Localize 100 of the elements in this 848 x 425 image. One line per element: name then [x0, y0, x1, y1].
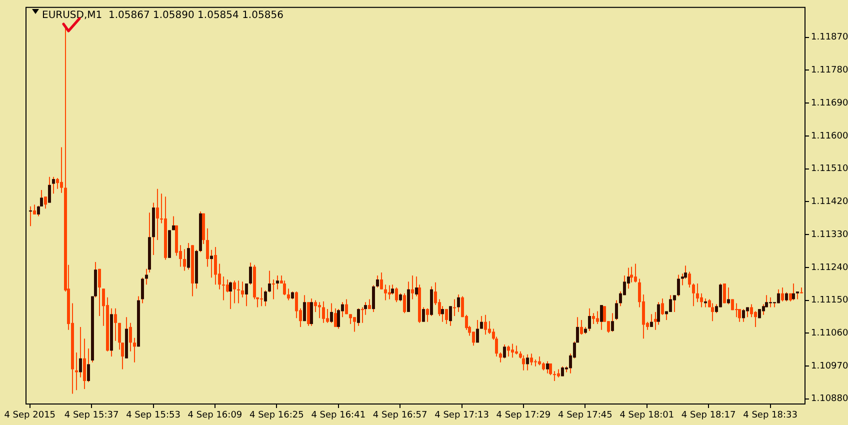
candlestick	[276, 274, 279, 290]
candlestick	[526, 354, 529, 371]
candlestick	[287, 288, 290, 301]
candlestick	[472, 331, 475, 346]
candlestick	[237, 280, 240, 304]
candlestick	[530, 353, 533, 366]
x-tick-label: 4 Sep 16:57	[372, 410, 428, 421]
candlestick	[229, 281, 232, 310]
candlestick	[711, 302, 714, 322]
candlestick	[60, 146, 63, 194]
candlestick	[411, 274, 414, 300]
candlestick	[295, 291, 298, 319]
candlestick	[314, 300, 317, 312]
candlestick	[303, 294, 306, 322]
candlestick	[380, 272, 383, 290]
candlestick	[214, 246, 217, 286]
candlestick	[781, 287, 784, 302]
candlestick	[156, 188, 159, 241]
candlestick	[129, 322, 132, 352]
candlestick	[453, 298, 456, 316]
x-tick-label: 4 Sep 16:41	[311, 410, 366, 421]
candlestick	[673, 294, 676, 312]
candlestick	[133, 337, 136, 363]
candlestick	[777, 288, 780, 304]
candlestick	[79, 326, 82, 378]
candlestick	[98, 268, 101, 316]
candlestick	[785, 292, 788, 302]
candlestick	[87, 348, 90, 383]
candlestick	[222, 276, 225, 301]
y-tick-label: 1.11330	[811, 230, 848, 240]
candlestick	[29, 206, 32, 227]
candlestick	[357, 308, 360, 326]
candlestick	[141, 277, 144, 304]
candlestick	[484, 314, 487, 336]
candlestick	[553, 370, 556, 382]
candlestick	[488, 320, 491, 334]
candlestick	[677, 274, 680, 297]
candlestick	[762, 304, 765, 316]
candlestick	[650, 314, 653, 328]
candlestick	[611, 312, 614, 332]
candlestick	[121, 342, 124, 370]
candlestick	[476, 320, 479, 344]
y-tick-label: 1.11510	[811, 164, 848, 174]
x-tick-label: 4 Sep 18:17	[681, 410, 736, 421]
y-tick-label: 1.11150	[811, 296, 848, 306]
candlestick	[588, 308, 591, 332]
x-tick-label: 4 Sep 2015	[4, 410, 56, 421]
candlestick	[403, 292, 406, 314]
candlestick	[735, 302, 738, 318]
candlestick	[480, 315, 483, 330]
candlestick	[388, 284, 391, 300]
candlestick	[634, 263, 637, 283]
x-tick-label: 4 Sep 17:45	[558, 410, 612, 421]
y-tick-label: 1.11870	[811, 32, 848, 43]
candlestick	[183, 248, 186, 272]
candlestick	[310, 298, 313, 326]
candlestick	[445, 308, 448, 325]
y-tick-label: 1.11690	[811, 98, 848, 108]
candlestick	[48, 176, 51, 204]
y-tick-label: 1.11600	[811, 131, 848, 142]
y-tick-label: 1.11420	[811, 197, 848, 208]
x-tick-label: 4 Sep 16:25	[249, 410, 304, 421]
candlestick	[33, 204, 36, 215]
candlestick	[746, 306, 749, 318]
candlestick	[600, 304, 603, 330]
candlestick	[322, 300, 325, 324]
candlestick	[669, 294, 672, 312]
candlestick	[654, 311, 657, 330]
candlestick	[384, 284, 387, 301]
candlestick	[592, 312, 595, 325]
candlestick	[696, 282, 699, 303]
candlestick	[283, 280, 286, 296]
candlestick	[769, 296, 772, 308]
candlestick	[226, 278, 229, 293]
x-tick-label: 4 Sep 16:09	[188, 410, 242, 421]
x-tick-label: 4 Sep 17:13	[434, 410, 489, 421]
candlestick	[56, 177, 59, 190]
candlestick	[337, 308, 340, 330]
candlestick	[307, 302, 310, 326]
candlestick	[395, 287, 398, 303]
candlestick	[688, 271, 691, 288]
candlestick	[233, 280, 236, 304]
candlestick	[507, 345, 510, 358]
candlestick	[318, 302, 321, 319]
candlestick	[580, 320, 583, 336]
candlestick	[326, 308, 329, 324]
candlestick	[272, 278, 275, 300]
candlestick	[661, 298, 664, 316]
candlestick	[334, 308, 337, 328]
candlestick	[441, 306, 444, 322]
candlestick	[449, 306, 452, 326]
y-tick-label: 1.11240	[811, 262, 848, 273]
candlestick	[499, 352, 502, 363]
candlestick	[264, 290, 267, 307]
candlestick	[522, 354, 525, 371]
x-tick-label: 4 Sep 17:29	[496, 410, 551, 421]
candlestick	[546, 360, 549, 374]
candlestick	[353, 316, 356, 332]
x-tick-label: 4 Sep 15:37	[64, 410, 119, 421]
candlestick	[503, 344, 506, 359]
